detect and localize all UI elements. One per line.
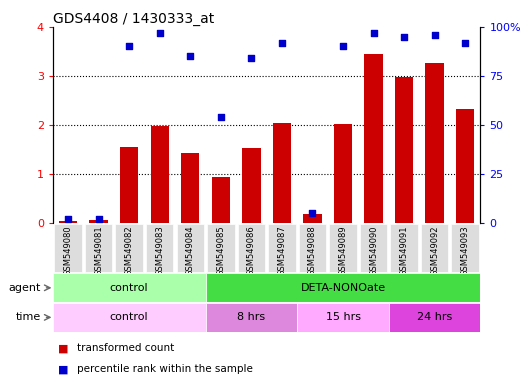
Text: GSM549091: GSM549091	[400, 225, 409, 276]
Bar	[273, 123, 291, 223]
FancyBboxPatch shape	[421, 224, 448, 271]
FancyBboxPatch shape	[54, 224, 82, 271]
Point	[247, 55, 256, 61]
Point	[308, 210, 317, 216]
Point	[430, 31, 439, 38]
Bar	[120, 147, 138, 223]
Point	[370, 30, 378, 36]
Point	[400, 34, 408, 40]
FancyBboxPatch shape	[116, 224, 143, 271]
Point	[186, 53, 194, 59]
Point	[461, 40, 469, 46]
Point	[216, 114, 225, 120]
Bar	[242, 148, 260, 223]
FancyBboxPatch shape	[238, 224, 265, 271]
Text: 8 hrs: 8 hrs	[237, 312, 266, 323]
Bar	[389, 303, 480, 332]
FancyBboxPatch shape	[390, 224, 418, 271]
FancyBboxPatch shape	[299, 224, 326, 271]
Point	[278, 40, 286, 46]
FancyBboxPatch shape	[329, 224, 357, 271]
FancyBboxPatch shape	[451, 224, 479, 271]
Text: GSM549092: GSM549092	[430, 225, 439, 276]
Bar	[212, 177, 230, 223]
Text: GSM549090: GSM549090	[369, 225, 378, 276]
Text: GSM549087: GSM549087	[277, 225, 286, 276]
Text: GSM549081: GSM549081	[94, 225, 103, 276]
Text: 24 hrs: 24 hrs	[417, 312, 452, 323]
Text: GSM549093: GSM549093	[461, 225, 470, 276]
Bar	[426, 63, 444, 223]
Text: GSM549088: GSM549088	[308, 225, 317, 276]
Text: time: time	[16, 312, 41, 323]
Bar	[395, 77, 413, 223]
Bar	[150, 126, 169, 223]
Text: GDS4408 / 1430333_at: GDS4408 / 1430333_at	[53, 12, 214, 26]
Bar	[303, 214, 322, 223]
Bar	[53, 273, 205, 302]
Bar	[456, 109, 474, 223]
Text: control: control	[110, 283, 148, 293]
FancyBboxPatch shape	[85, 224, 112, 271]
Bar	[364, 54, 383, 223]
Text: ■: ■	[58, 343, 69, 353]
Text: GSM549089: GSM549089	[338, 225, 347, 276]
FancyBboxPatch shape	[207, 224, 234, 271]
Text: DETA-NONOate: DETA-NONOate	[300, 283, 385, 293]
Bar	[59, 221, 77, 223]
Bar	[53, 303, 205, 332]
Point	[64, 216, 72, 222]
Point	[156, 30, 164, 36]
Text: control: control	[110, 312, 148, 323]
FancyBboxPatch shape	[360, 224, 388, 271]
Bar	[297, 303, 389, 332]
Text: GSM549085: GSM549085	[216, 225, 225, 276]
Point	[95, 216, 103, 222]
Text: 15 hrs: 15 hrs	[325, 312, 361, 323]
Text: GSM549082: GSM549082	[125, 225, 134, 276]
Text: transformed count: transformed count	[77, 343, 174, 353]
Text: agent: agent	[9, 283, 41, 293]
Text: GSM549084: GSM549084	[186, 225, 195, 276]
Text: ■: ■	[58, 364, 69, 374]
FancyBboxPatch shape	[176, 224, 204, 271]
FancyBboxPatch shape	[146, 224, 174, 271]
Text: percentile rank within the sample: percentile rank within the sample	[77, 364, 252, 374]
Bar	[181, 153, 200, 223]
Text: GSM549086: GSM549086	[247, 225, 256, 276]
Point	[339, 43, 347, 50]
Text: GSM549083: GSM549083	[155, 225, 164, 276]
FancyBboxPatch shape	[268, 224, 296, 271]
Bar	[334, 124, 352, 223]
Bar	[205, 273, 480, 302]
Point	[125, 43, 134, 50]
Bar	[89, 220, 108, 223]
Bar	[205, 303, 297, 332]
Text: GSM549080: GSM549080	[63, 225, 72, 276]
